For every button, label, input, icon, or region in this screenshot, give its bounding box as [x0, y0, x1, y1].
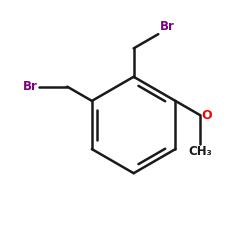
Text: CH₃: CH₃: [188, 145, 212, 158]
Text: Br: Br: [23, 80, 38, 93]
Text: O: O: [201, 108, 212, 122]
Text: Br: Br: [160, 20, 174, 33]
